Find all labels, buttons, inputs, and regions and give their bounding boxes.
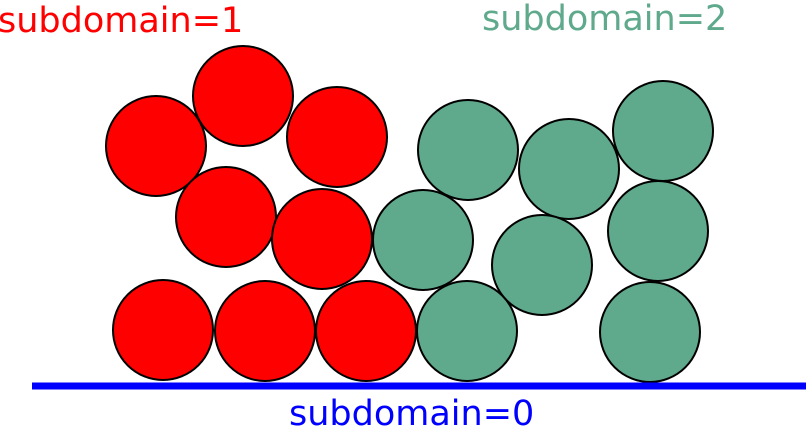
disk-green-7 [416,280,518,382]
disk-green-5 [491,214,593,316]
disk-red-6 [112,279,214,381]
subdomain-1-disks [105,45,417,382]
disk-red-4 [175,166,277,268]
disk-red-1 [192,45,294,147]
label-subdomain-1: subdomain=1 [0,1,243,41]
disk-red-3 [286,86,388,188]
label-subdomain-0: subdomain=0 [289,394,534,427]
disk-red-8 [315,280,417,382]
disk-red-5 [271,188,373,290]
disk-green-2 [518,118,620,220]
disk-green-3 [612,80,714,182]
disk-green-1 [417,99,519,201]
disk-red-2 [105,95,207,197]
subdomain-2-disks [372,80,714,383]
disk-red-7 [214,280,316,382]
label-subdomain-2: subdomain=2 [482,0,727,39]
disk-green-6 [607,180,709,282]
disk-green-8 [599,281,701,383]
disk-green-4 [372,189,474,291]
